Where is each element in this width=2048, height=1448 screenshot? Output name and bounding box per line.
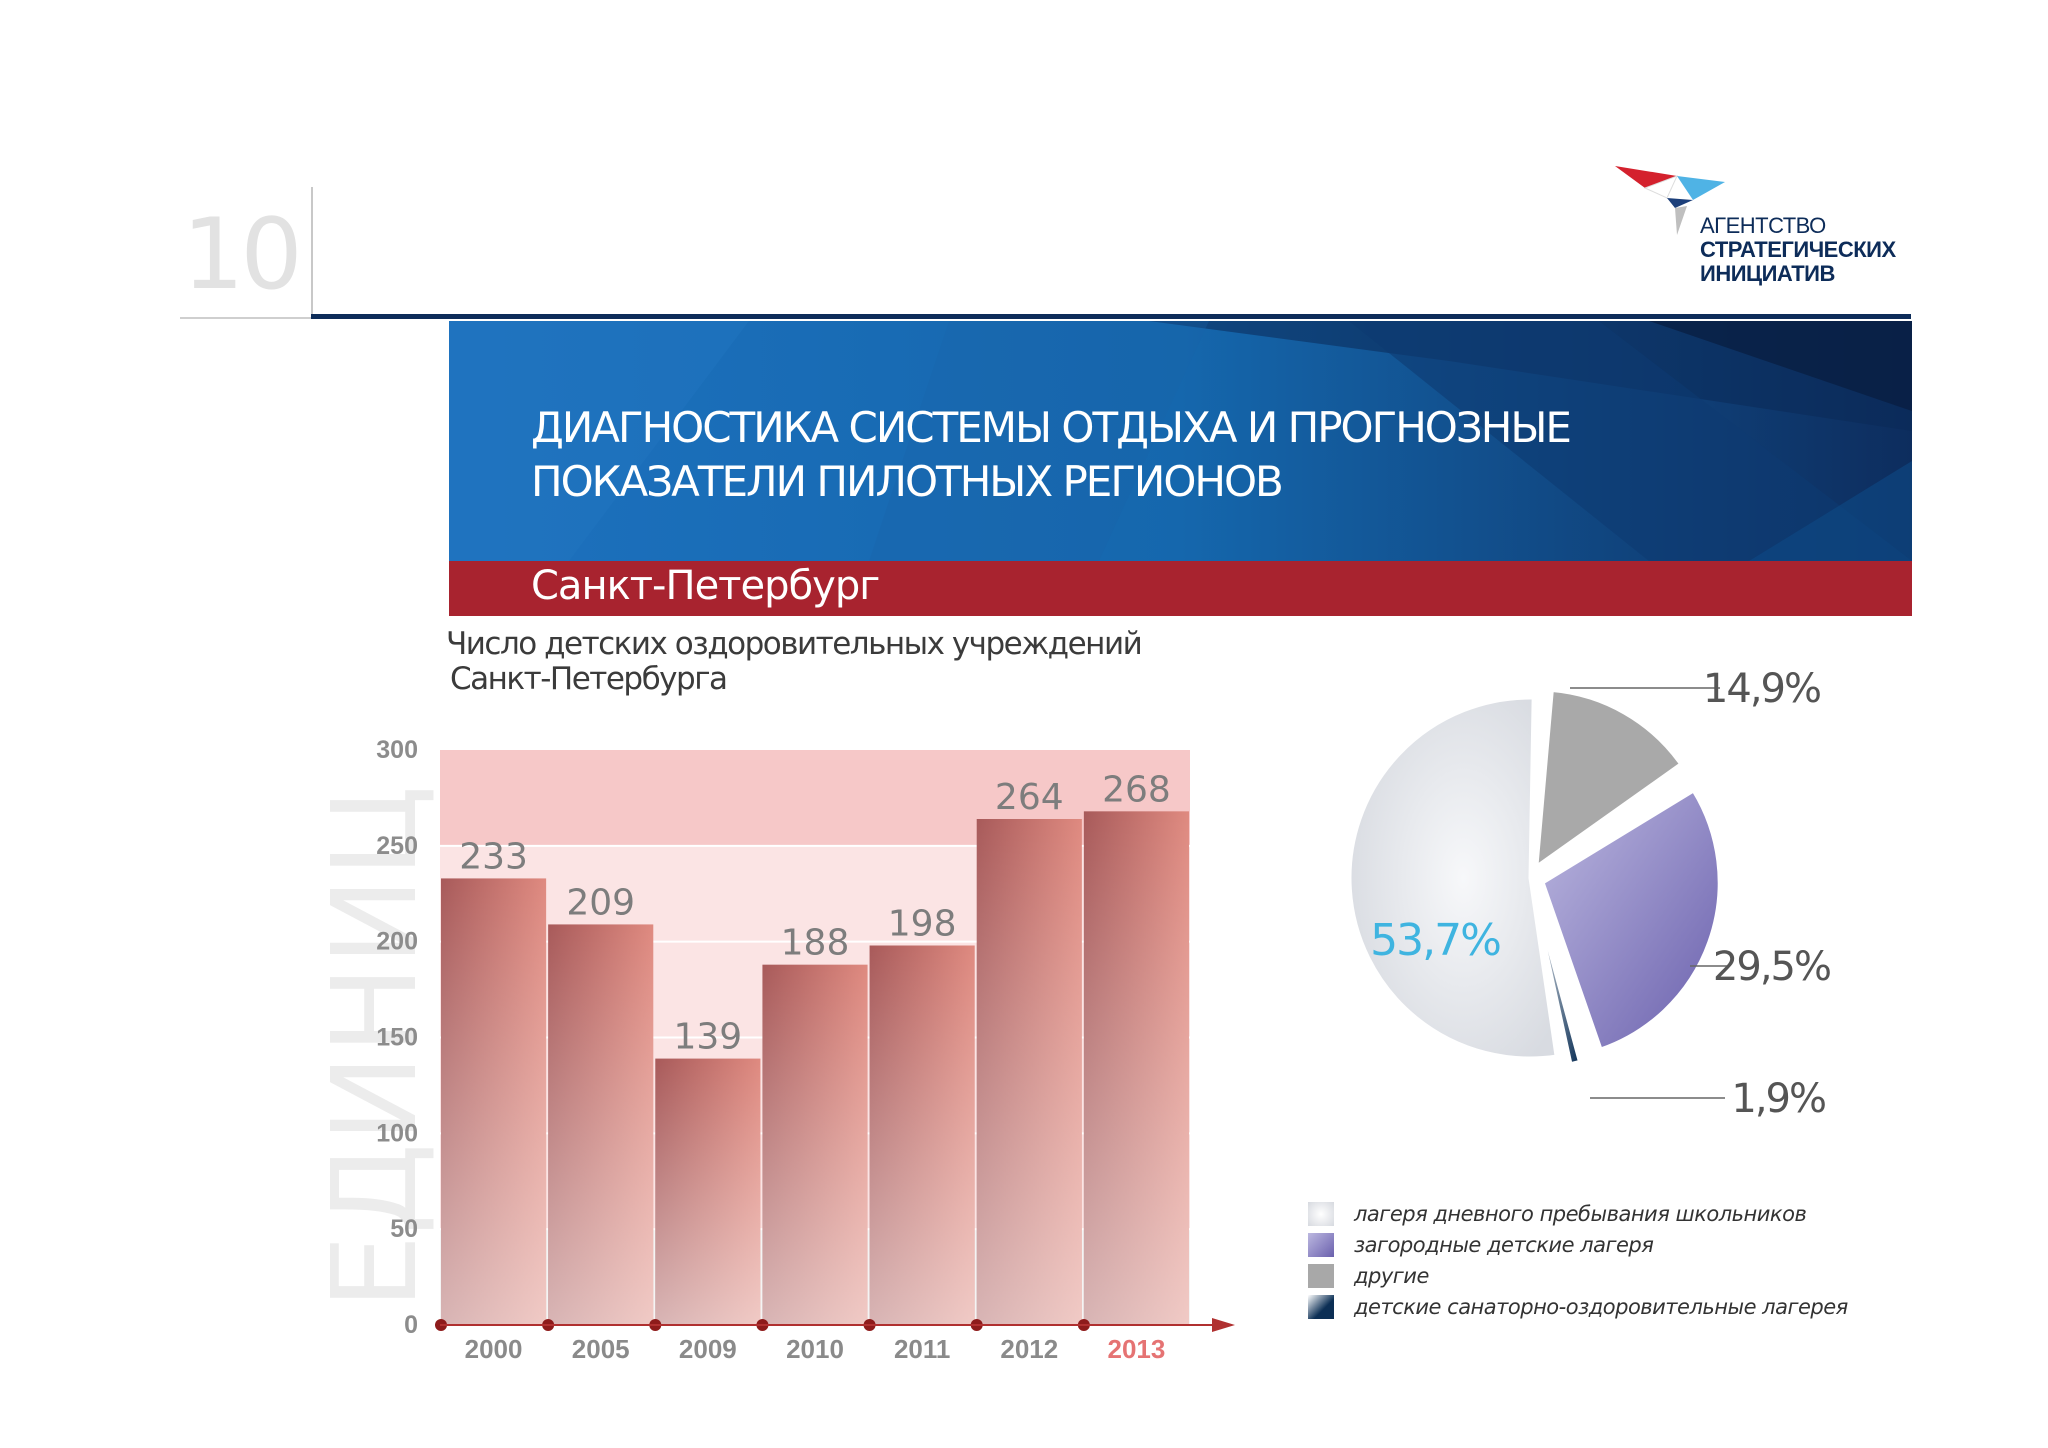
bar-highlight [655,1058,761,1325]
legend-label: лагеря дневного пребывания школьников [1354,1201,1807,1226]
chart-subtitle: Число детских оздоровительных учреждений… [446,626,1143,697]
y-tick-label: 50 [390,1215,418,1243]
pie-slice [1531,890,1581,1066]
legend-label: другие [1354,1263,1429,1288]
bar-value-label: 198 [888,904,957,945]
bar-highlight [1083,811,1189,1325]
bar-value-label: 139 [673,1017,742,1058]
pie-slice [1535,689,1682,868]
banner-title-line1: ДИАГНОСТИКА СИСТЕМЫ ОТДЫХА И ПРОГНОЗНЫЕ [531,403,1572,452]
x-tick-label: 2012 [1000,1334,1058,1360]
pie-label-outer: 29,5% [1713,944,1830,990]
legend-item: другие [1308,1260,1848,1291]
y-tick-label: 250 [376,832,418,860]
x-axis-arrow-icon [1212,1318,1235,1332]
y-tick-label: 300 [376,736,418,764]
y-tick-label: 150 [376,1024,418,1052]
city-bar: Санкт-Петербург [449,561,1912,616]
bar-highlight [548,924,654,1325]
subtitle-line1: Число детских оздоровительных учреждений [446,626,1143,662]
banner-title: ДИАГНОСТИКА СИСТЕМЫ ОТДЫХА И ПРОГНОЗНЫЕ … [531,401,1572,509]
pie-slice [1348,696,1558,1060]
bar-highlight [976,819,1082,1325]
y-tick-label: 200 [376,928,418,956]
legend-label: загородные детские лагеря [1354,1232,1654,1257]
legend-swatch [1308,1201,1334,1226]
logo-arrows-icon [1615,166,1725,235]
title-banner: ДИАГНОСТИКА СИСТЕМЫ ОТДЫХА И ПРОГНОЗНЫЕ … [449,321,1912,561]
y-tick-label: 0 [404,1311,418,1339]
y-axis-label: ЕДИНИЦ [330,786,443,1310]
x-tick-label: 2000 [465,1334,523,1360]
pie-slice [1541,789,1721,1051]
legend-label: детские санаторно-оздоровительные лагере… [1354,1294,1848,1319]
bar-highlight [762,964,868,1325]
pie-legend: лагеря дневного пребывания школьников заг… [1308,1198,1848,1322]
legend-item: загородные детские лагеря [1308,1229,1848,1260]
pie-chart: 53,7% 14,9% 29,5% 1,9% [1348,666,1832,1122]
pie-label-outer: 14,9% [1703,666,1820,712]
legend-swatch [1308,1232,1334,1257]
bar-value-label: 209 [566,882,635,923]
legend-item: детские санаторно-оздоровительные лагере… [1308,1291,1848,1322]
divider-horizontal-gray [180,317,313,319]
bar-value-label: 188 [781,923,850,964]
x-tick-label: 2010 [786,1334,844,1360]
bar-value-label: 264 [995,777,1064,818]
page-number: 10 [182,198,303,312]
y-tick-label: 100 [376,1119,418,1147]
legend-swatch [1308,1294,1334,1319]
x-tick-label: 2011 [894,1334,950,1360]
logo-text-line3: ИНИЦИАТИВ [1700,261,1835,286]
city-name: Санкт-Петербург [531,563,880,609]
bar-highlight [869,945,975,1325]
legend-swatch [1308,1263,1334,1288]
x-tick-label: 2005 [572,1334,630,1360]
agency-logo: АГЕНТСТВО СТРАТЕГИЧЕСКИХ ИНИЦИАТИВ [1615,160,1915,300]
logo-text-line1: АГЕНТСТВО [1700,213,1826,238]
bar-value-label: 233 [459,836,528,877]
divider-vertical [311,187,313,317]
x-tick-label: 2013 [1108,1334,1166,1360]
header-rule [311,314,1911,319]
legend-item: лагеря дневного пребывания школьников [1308,1198,1848,1229]
logo-text-line2: СТРАТЕГИЧЕСКИХ [1700,237,1896,262]
pie-label-outer: 1,9% [1731,1076,1825,1122]
banner-background [449,321,1912,561]
pie-label-main: 53,7% [1370,915,1500,966]
subtitle-line2: Санкт-Петербурга [450,661,728,697]
bar-highlight [441,878,547,1325]
banner-title-line2: ПОКАЗАТЕЛИ ПИЛОТНЫХ РЕГИОНОВ [531,457,1284,506]
x-tick-label: 2009 [679,1334,737,1360]
bar-value-label: 268 [1102,769,1171,810]
